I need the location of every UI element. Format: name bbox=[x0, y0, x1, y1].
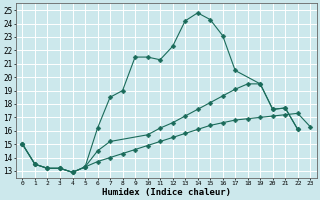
X-axis label: Humidex (Indice chaleur): Humidex (Indice chaleur) bbox=[102, 188, 231, 197]
